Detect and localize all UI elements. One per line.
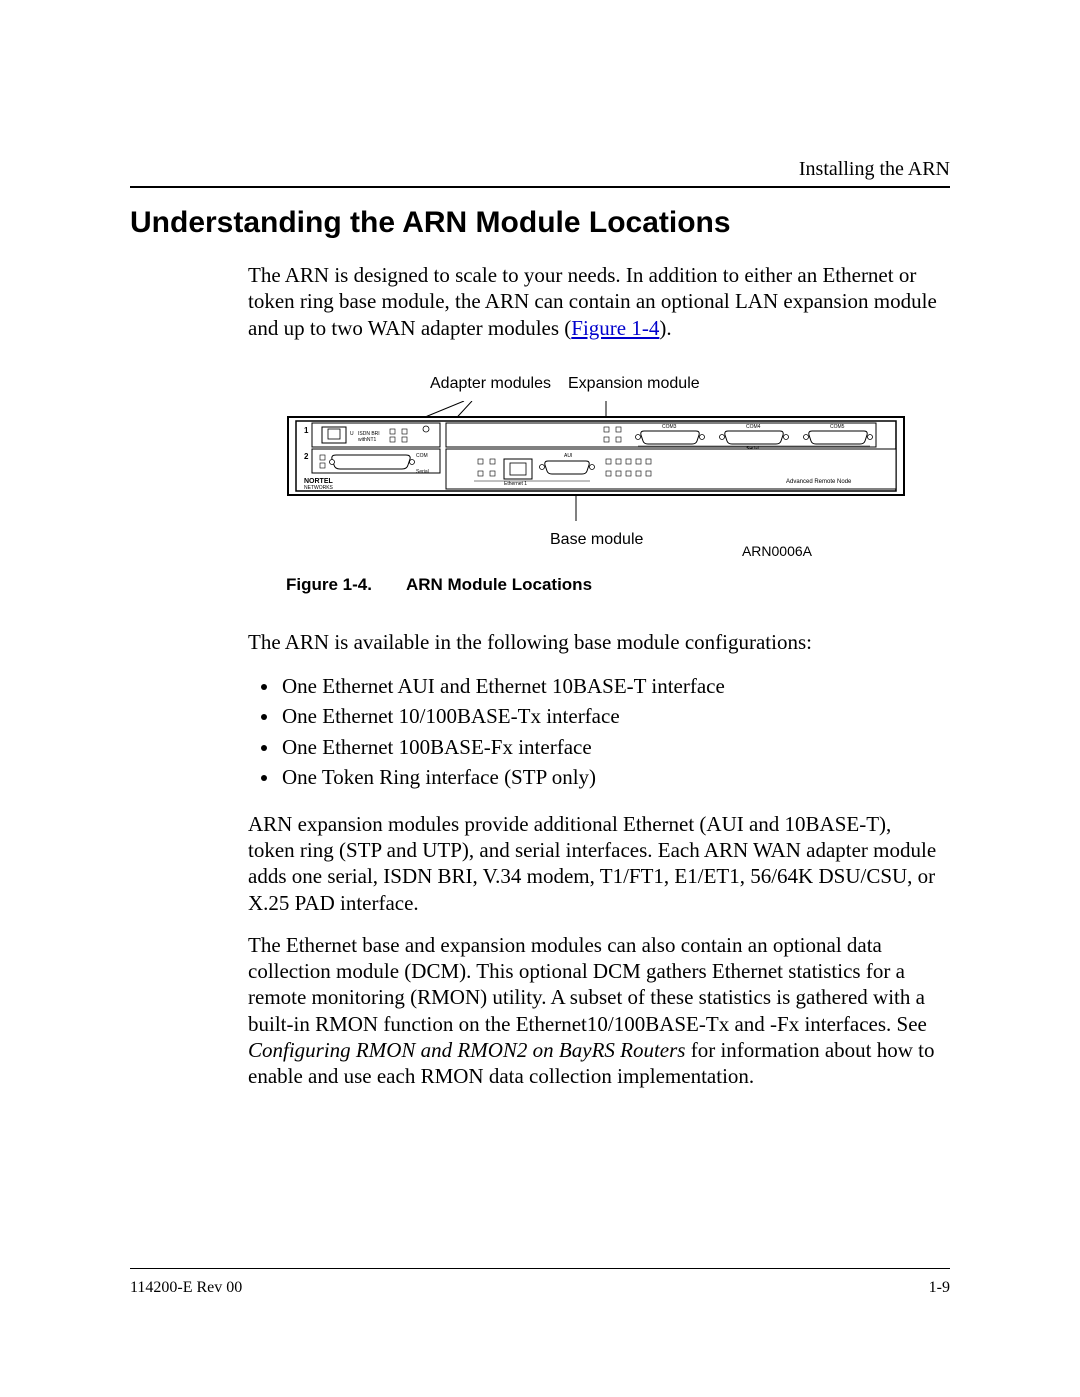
intro-paragraph: The ARN is designed to scale to your nee… bbox=[248, 262, 940, 341]
paragraph-dcm: The Ethernet base and expansion modules … bbox=[248, 932, 940, 1090]
label-adapter-modules: Adapter modules bbox=[430, 375, 551, 393]
svg-text:COM: COM bbox=[416, 453, 428, 459]
list-item: One Ethernet 100BASE-Fx interface bbox=[280, 732, 950, 762]
figure-top-labels: Adapter modules Expansion module bbox=[130, 371, 950, 401]
footer-doc-id: 114200-E Rev 00 bbox=[130, 1279, 242, 1297]
footer-rule bbox=[130, 1268, 950, 1270]
svg-text:NETWORKS: NETWORKS bbox=[304, 485, 334, 491]
svg-text:1: 1 bbox=[304, 426, 309, 435]
figure-caption-prefix: Figure 1-4. bbox=[286, 575, 372, 594]
para3-italic-title: Configuring RMON and RMON2 on BayRS Rout… bbox=[248, 1038, 685, 1062]
figure-block: Adapter modules Expansion module 1 U ISD… bbox=[130, 371, 950, 561]
svg-text:Ethernet 1: Ethernet 1 bbox=[504, 481, 527, 487]
paragraph-expansion: ARN expansion modules provide additional… bbox=[248, 811, 940, 916]
config-intro: The ARN is available in the following ba… bbox=[248, 629, 940, 655]
svg-text:AUI: AUI bbox=[564, 453, 572, 459]
list-item: One Ethernet 10/100BASE-Tx interface bbox=[280, 701, 950, 731]
svg-text:Advanced Remote Node: Advanced Remote Node bbox=[786, 479, 852, 485]
label-base-module: Base module bbox=[550, 531, 643, 549]
device-diagram: 1 U ISDN BRI withNT1 2 COM bbox=[286, 401, 906, 521]
section-heading: Understanding the ARN Module Locations bbox=[130, 206, 950, 240]
config-list: One Ethernet AUI and Ethernet 10BASE-T i… bbox=[280, 671, 950, 793]
label-expansion-module: Expansion module bbox=[568, 375, 700, 393]
svg-text:NORTEL: NORTEL bbox=[304, 478, 334, 485]
figure-link[interactable]: Figure 1-4 bbox=[571, 316, 659, 340]
para3-before: The Ethernet base and expansion modules … bbox=[248, 933, 927, 1036]
svg-text:withNT1: withNT1 bbox=[358, 437, 377, 443]
figure-caption-title: ARN Module Locations bbox=[406, 575, 592, 594]
svg-text:COM3: COM3 bbox=[662, 424, 677, 430]
figure-bottom-labels: Base module ARN0006A bbox=[130, 521, 950, 561]
header-rule bbox=[130, 186, 950, 188]
svg-text:2: 2 bbox=[304, 452, 309, 461]
svg-text:COM5: COM5 bbox=[830, 424, 845, 430]
footer-page-number: 1-9 bbox=[929, 1279, 950, 1297]
svg-text:U: U bbox=[350, 431, 354, 437]
svg-text:Serial: Serial bbox=[416, 469, 429, 475]
svg-text:COM4: COM4 bbox=[746, 424, 761, 430]
intro-text-after: ). bbox=[659, 316, 671, 340]
figure-code: ARN0006A bbox=[742, 543, 812, 559]
running-header: Installing the ARN bbox=[799, 158, 950, 181]
figure-caption: Figure 1-4. ARN Module Locations bbox=[286, 575, 950, 595]
document-page: Installing the ARN Understanding the ARN… bbox=[0, 0, 1080, 1397]
list-item: One Token Ring interface (STP only) bbox=[280, 762, 950, 792]
list-item: One Ethernet AUI and Ethernet 10BASE-T i… bbox=[280, 671, 950, 701]
